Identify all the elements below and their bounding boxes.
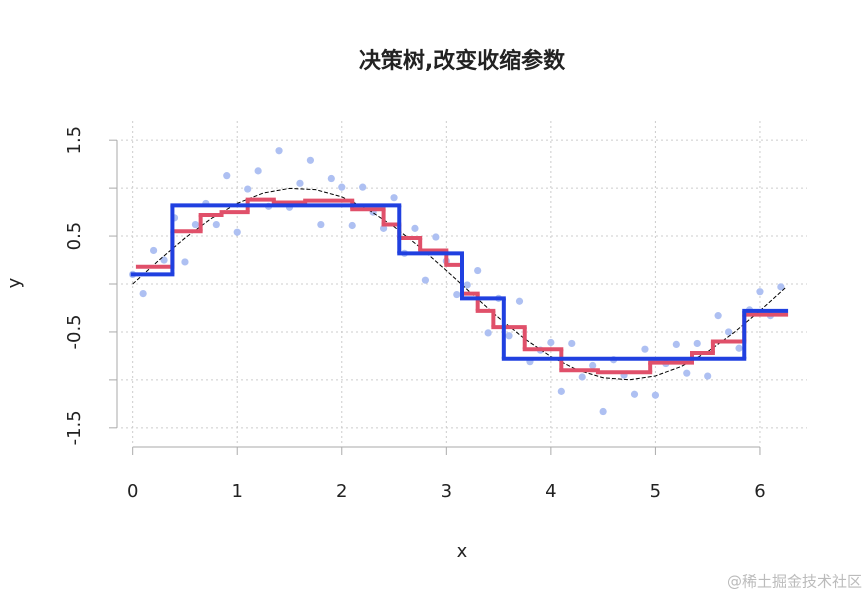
- x-tick-label: 2: [336, 481, 347, 502]
- y-tick-label: 0.5: [64, 222, 85, 251]
- point: [724, 328, 733, 336]
- point: [379, 224, 388, 232]
- point: [578, 373, 586, 381]
- y-axis-label: y: [4, 277, 25, 288]
- point: [254, 167, 262, 175]
- x-tick-label: 6: [754, 481, 765, 502]
- y-tick-label: 1.5: [64, 126, 85, 155]
- x-tick-label: 5: [650, 481, 661, 502]
- point: [714, 312, 722, 320]
- point: [756, 288, 764, 296]
- point: [735, 344, 743, 352]
- point: [453, 290, 461, 299]
- point: [338, 183, 346, 191]
- point: [421, 276, 430, 284]
- point: [160, 256, 168, 264]
- point: [348, 221, 356, 230]
- point: [317, 220, 325, 229]
- point: [630, 390, 639, 398]
- x-tick-label: 3: [441, 481, 452, 502]
- point: [306, 156, 315, 164]
- point: [651, 391, 660, 399]
- point: [474, 266, 482, 275]
- point: [390, 194, 398, 202]
- point: [191, 220, 200, 229]
- watermark: @稀土掘金技术社区: [727, 573, 862, 591]
- point: [223, 172, 231, 180]
- point: [359, 183, 367, 191]
- point: [296, 179, 304, 187]
- point: [589, 361, 597, 370]
- point: [505, 332, 513, 340]
- true-curve: [132, 187, 787, 381]
- point: [149, 246, 158, 255]
- point: [181, 258, 189, 266]
- point: [515, 297, 524, 305]
- point: [484, 329, 492, 337]
- point: [463, 281, 471, 289]
- point: [704, 372, 712, 380]
- point: [244, 185, 252, 193]
- point: [411, 224, 419, 232]
- y-tick-label: -1.5: [64, 410, 85, 445]
- point: [432, 233, 440, 241]
- point: [641, 345, 649, 353]
- point: [233, 228, 241, 236]
- point: [547, 338, 555, 347]
- y-tick-label: -0.5: [64, 314, 85, 349]
- x-tick-label: 1: [232, 481, 243, 502]
- point: [777, 283, 785, 291]
- point: [139, 289, 147, 298]
- point: [275, 147, 283, 155]
- point: [568, 339, 576, 348]
- point: [672, 340, 680, 349]
- x-tick-label: 4: [545, 481, 556, 502]
- point: [557, 387, 565, 395]
- point: [327, 174, 335, 183]
- x-axis-label: x: [457, 541, 468, 562]
- chart-title: 决策树,改变收缩参数: [359, 48, 566, 74]
- point: [683, 369, 691, 377]
- point: [212, 220, 220, 229]
- x-tick-label: 0: [127, 481, 138, 502]
- point: [599, 407, 607, 416]
- point: [693, 339, 701, 348]
